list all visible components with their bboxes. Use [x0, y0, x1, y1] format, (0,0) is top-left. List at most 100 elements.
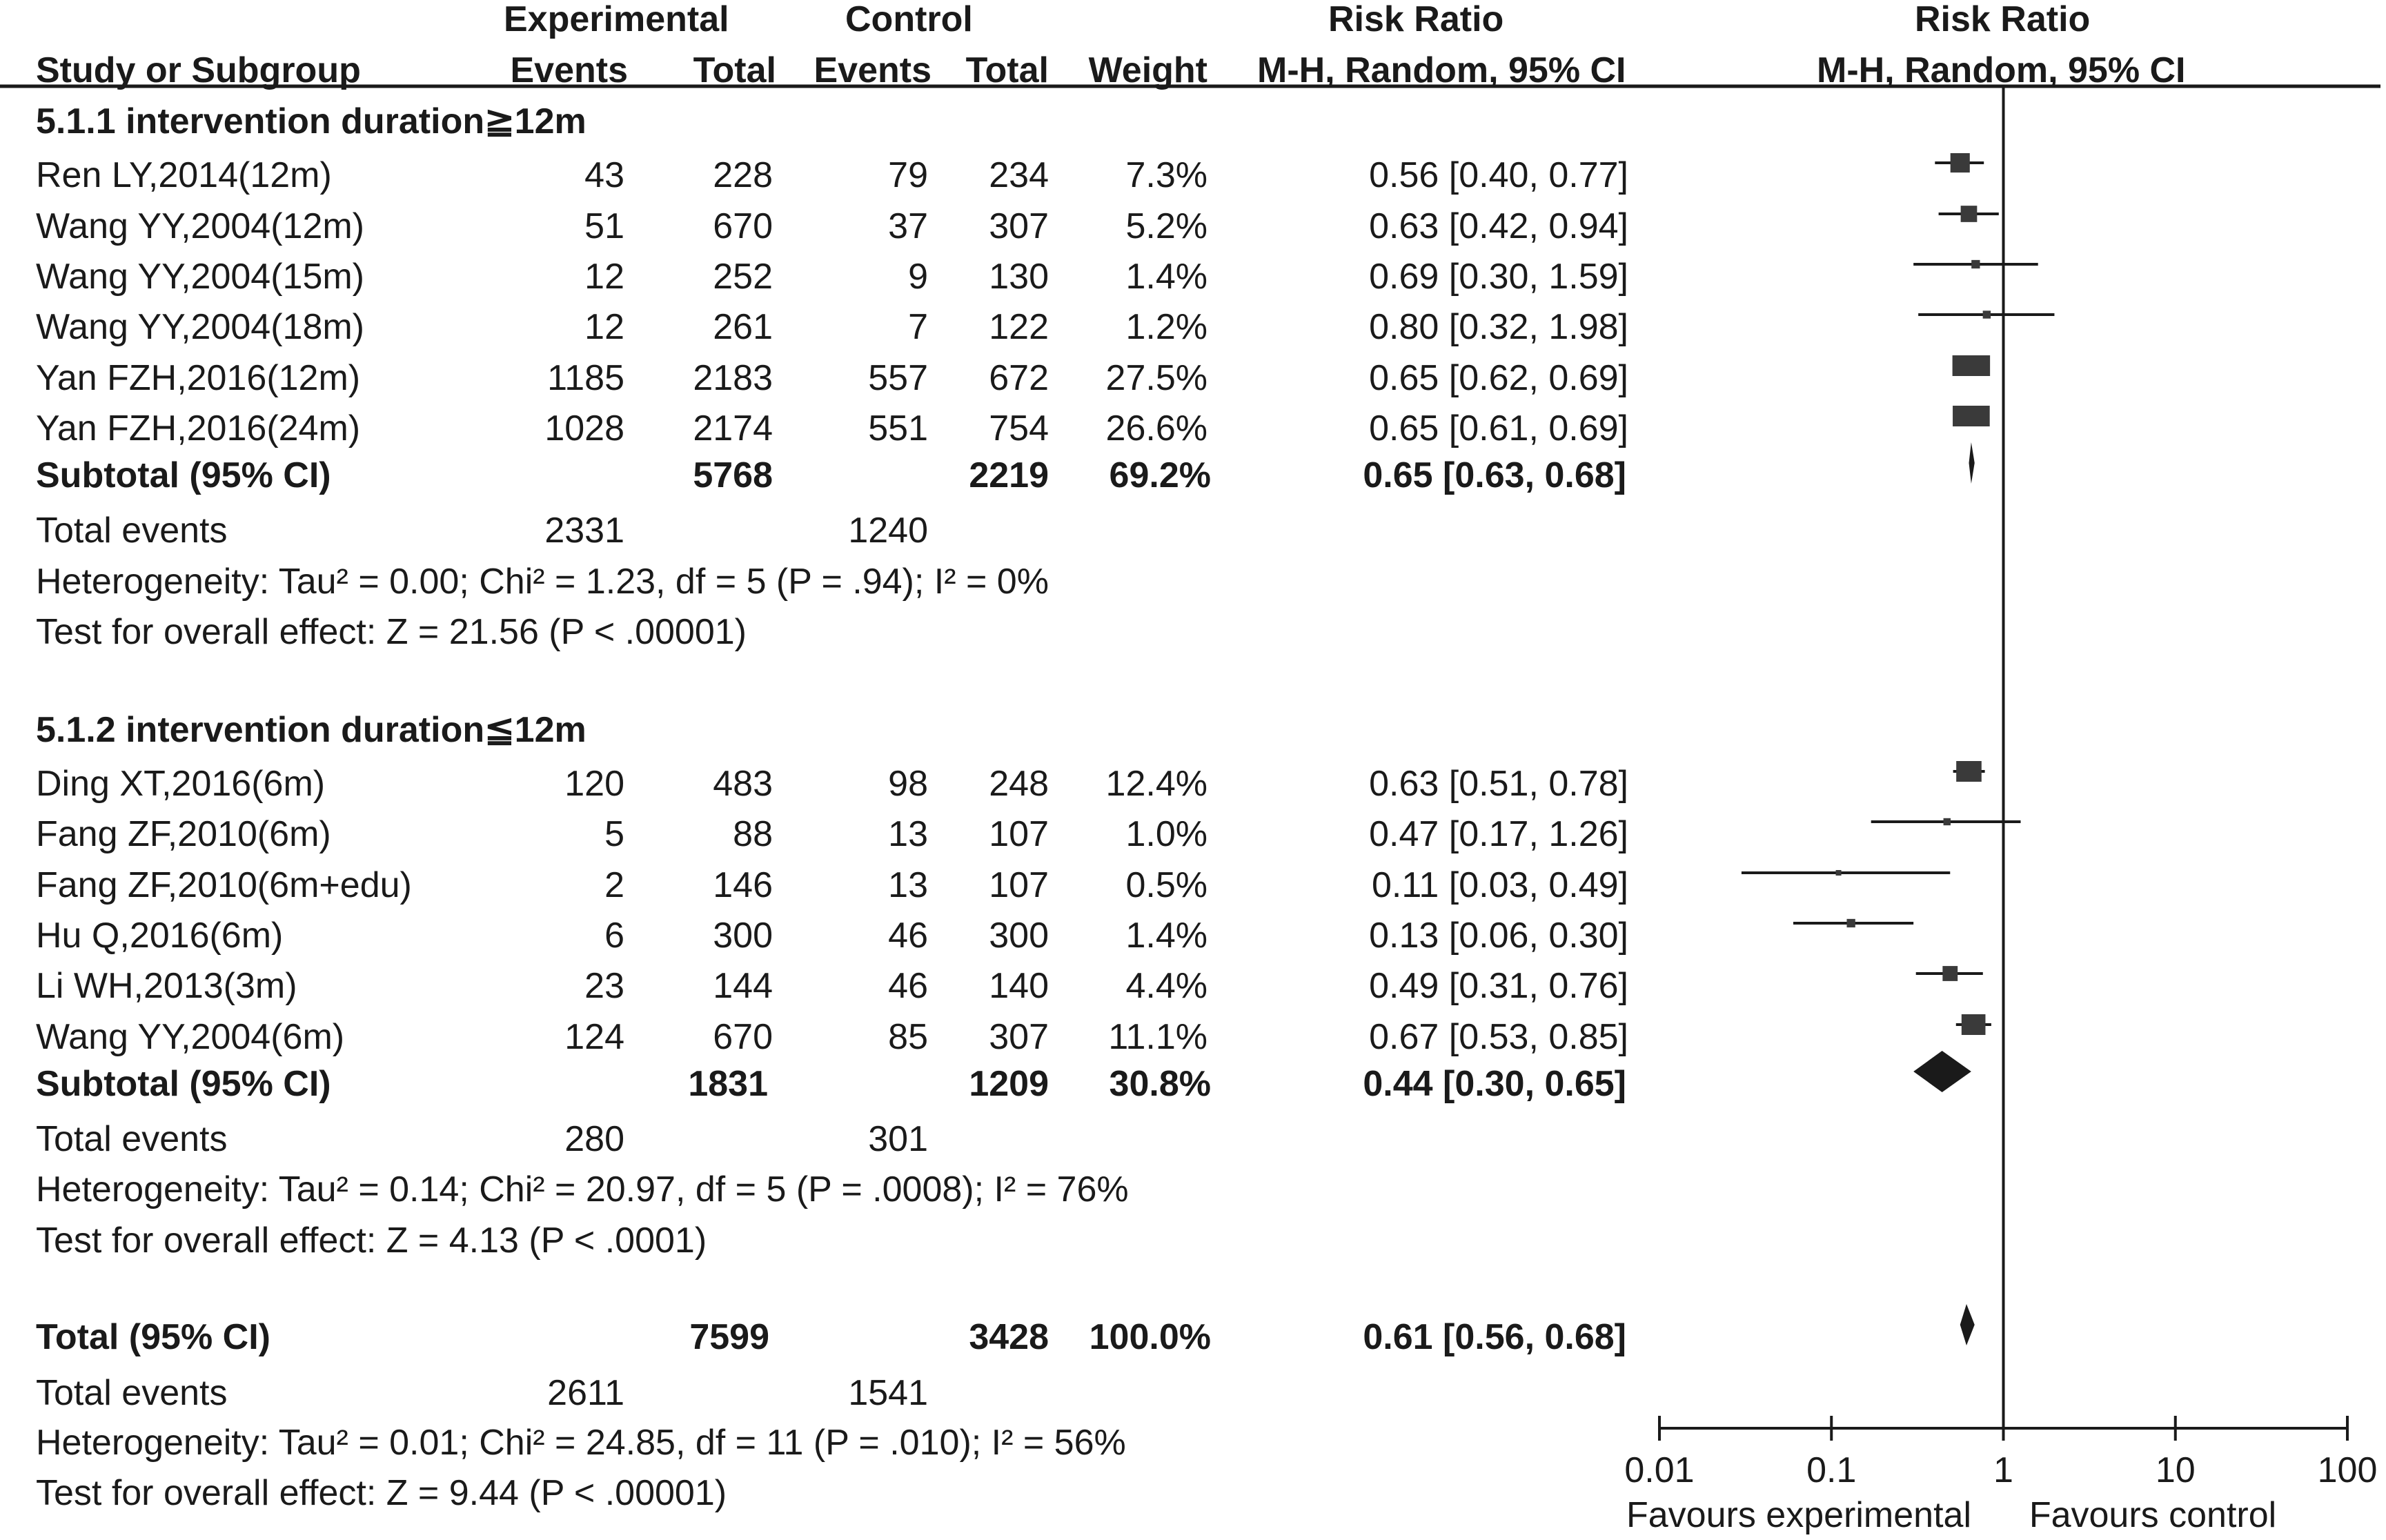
ctl-events: 37 [888, 206, 928, 246]
exp-total: 670 [713, 1017, 773, 1057]
ctl-events: 46 [888, 966, 928, 1006]
weight: 12.4% [1105, 764, 1207, 804]
risk-ratio-ci: 0.69 [0.30, 1.59] [1369, 257, 1628, 297]
ctl-events: 13 [888, 814, 928, 854]
weight: 11.1% [1108, 1017, 1207, 1057]
ctl-total: 307 [989, 1017, 1049, 1057]
total-weight: 100.0% [1089, 1317, 1211, 1357]
favours-experimental-label: Favours experimental [1626, 1495, 1971, 1535]
x-axis-tick-label: 10 [2156, 1450, 2196, 1490]
risk-ratio-ci: 0.80 [0.32, 1.98] [1369, 307, 1628, 347]
total-events-exp: 2331 [544, 511, 624, 551]
risk-ratio-ci: 0.63 [0.51, 0.78] [1369, 764, 1628, 804]
ctl-total: 140 [989, 966, 1049, 1006]
study-name: Li WH,2013(3m) [36, 966, 297, 1006]
point-estimate-square [1982, 310, 1991, 319]
summary-diamond [1960, 1304, 1975, 1345]
point-estimate-square [1943, 818, 1951, 826]
favours-control-label: Favours control [2029, 1495, 2276, 1535]
header-study: Study or Subgroup [36, 50, 361, 90]
study-name: Hu Q,2016(6m) [36, 916, 284, 956]
ctl-events: 79 [888, 155, 928, 195]
risk-ratio-ci: 0.49 [0.31, 0.76] [1369, 966, 1628, 1006]
total-events-exp: 2611 [547, 1373, 624, 1413]
ctl-total: 672 [989, 358, 1049, 398]
exp-total: 252 [713, 257, 773, 297]
point-estimate-square [1960, 206, 1978, 222]
exp-total: 670 [713, 206, 773, 246]
subtotal-ci: 0.44 [0.30, 0.65] [1363, 1064, 1626, 1104]
point-estimate-square [1950, 152, 1970, 173]
total-events-ctl: 1541 [848, 1373, 928, 1413]
total-events-label: Total events [36, 511, 228, 551]
ctl-total: 107 [989, 865, 1049, 905]
weight: 1.2% [1125, 307, 1207, 347]
weight: 7.3% [1125, 155, 1207, 195]
exp-total: 144 [713, 966, 773, 1006]
exp-events: 12 [584, 257, 624, 297]
total-ctl-total: 3428 [969, 1317, 1049, 1357]
study-name: Wang YY,2004(18m) [36, 307, 364, 347]
x-axis-tick-label: 0.1 [1806, 1450, 1856, 1490]
header-experimental: Experimental [504, 0, 729, 39]
exp-events: 43 [584, 155, 624, 195]
subtotal-label: Subtotal (95% CI) [36, 455, 331, 495]
total-events-exp: 280 [564, 1119, 624, 1159]
summary-diamond [1969, 442, 1975, 484]
header-ctl-total: Total [965, 50, 1049, 90]
exp-events: 12 [584, 307, 624, 347]
risk-ratio-ci: 0.47 [0.17, 1.26] [1369, 814, 1628, 854]
study-name: Ding XT,2016(6m) [36, 764, 326, 804]
exp-total: 2174 [693, 408, 773, 448]
exp-total: 261 [713, 307, 773, 347]
subtotal-ci: 0.65 [0.63, 0.68] [1363, 455, 1626, 495]
point-estimate-square [1953, 406, 1990, 426]
exp-total: 88 [733, 814, 773, 854]
ctl-total: 107 [989, 814, 1049, 854]
total-events-ctl: 301 [868, 1119, 928, 1159]
exp-events: 6 [604, 916, 624, 956]
overall-effect: Test for overall effect: Z = 9.44 (P < .… [36, 1473, 727, 1513]
total-events-ctl: 1240 [848, 511, 928, 551]
header-exp-total: Total [693, 50, 776, 90]
risk-ratio-ci: 0.65 [0.62, 0.69] [1369, 358, 1628, 398]
weight: 26.6% [1105, 408, 1207, 448]
weight: 5.2% [1125, 206, 1207, 246]
study-name: Wang YY,2004(12m) [36, 206, 364, 246]
header-method: M-H, Random, 95% CI [1257, 50, 1626, 90]
group-title: 5.1.1 intervention duration≧12m [36, 101, 586, 141]
ctl-events: 9 [908, 257, 928, 297]
exp-total: 146 [713, 865, 773, 905]
weight: 1.4% [1125, 257, 1207, 297]
x-axis-tick-label: 0.01 [1624, 1450, 1694, 1490]
weight: 1.4% [1125, 916, 1207, 956]
ctl-events: 98 [888, 764, 928, 804]
risk-ratio-ci: 0.13 [0.06, 0.30] [1369, 916, 1628, 956]
study-name: Fang ZF,2010(6m+edu) [36, 865, 412, 905]
point-estimate-square [1956, 761, 1982, 782]
subtotal-weight: 69.2% [1109, 455, 1211, 495]
header-weight: Weight [1088, 50, 1207, 90]
study-name: Fang ZF,2010(6m) [36, 814, 331, 854]
ctl-events: 46 [888, 916, 928, 956]
risk-ratio-ci: 0.65 [0.61, 0.69] [1369, 408, 1628, 448]
ctl-events: 557 [868, 358, 928, 398]
study-name: Yan FZH,2016(12m) [36, 358, 361, 398]
subtotal-label: Subtotal (95% CI) [36, 1064, 331, 1104]
study-name: Wang YY,2004(6m) [36, 1017, 345, 1057]
exp-events: 120 [564, 764, 624, 804]
ctl-events: 13 [888, 865, 928, 905]
risk-ratio-ci: 0.63 [0.42, 0.94] [1369, 206, 1628, 246]
exp-events: 5 [604, 814, 624, 854]
exp-total: 483 [713, 764, 773, 804]
heterogeneity: Heterogeneity: Tau² = 0.14; Chi² = 20.97… [36, 1169, 1129, 1210]
exp-events: 1028 [544, 408, 624, 448]
risk-ratio-ci: 0.67 [0.53, 0.85] [1369, 1017, 1628, 1057]
point-estimate-square [1942, 966, 1958, 981]
ctl-total: 754 [989, 408, 1049, 448]
header-risk-ratio-plot: Risk Ratio [1915, 0, 2091, 39]
point-estimate-square [1961, 1014, 1986, 1035]
weight: 1.0% [1125, 814, 1207, 854]
total-events-label: Total events [36, 1373, 228, 1413]
header-ctl-events: Events [814, 50, 931, 90]
